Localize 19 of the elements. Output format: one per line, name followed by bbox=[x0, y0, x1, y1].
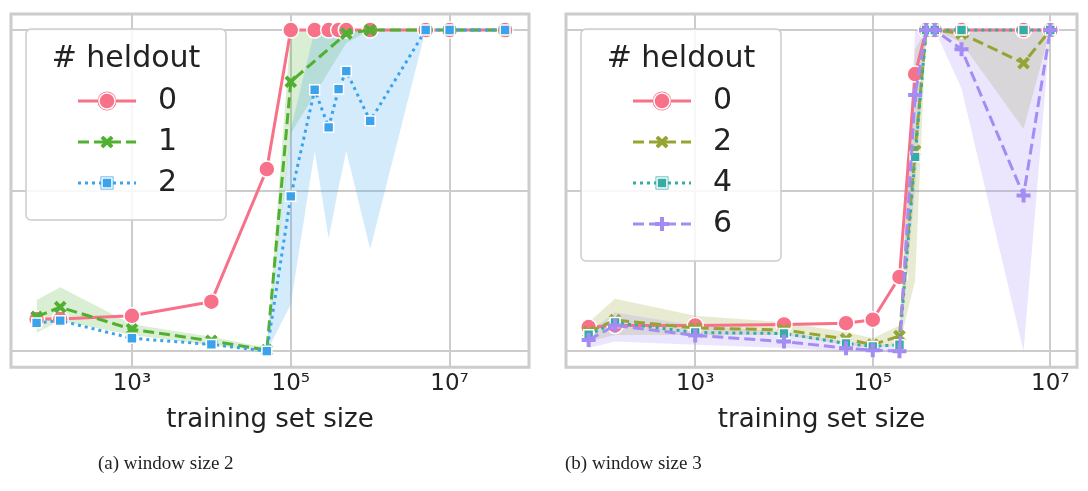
text: (b) window size 3 bbox=[565, 452, 702, 474]
legend-label: 1 bbox=[158, 121, 178, 157]
legend-label: 4 bbox=[713, 162, 733, 198]
x-axis-title: training set size bbox=[717, 403, 926, 434]
x-axis-title: training set size bbox=[166, 403, 374, 434]
legend-title: # heldout bbox=[606, 38, 756, 74]
x-tick-label: 10³ bbox=[112, 368, 152, 395]
text: (a) window size 2 bbox=[98, 452, 234, 474]
x-tick-label: 10⁵ bbox=[853, 368, 893, 395]
legend-label: 0 bbox=[713, 80, 733, 116]
legend-label: 2 bbox=[713, 121, 733, 157]
x-tick-label: 10⁷ bbox=[1031, 368, 1070, 395]
x-tick-label: 10⁵ bbox=[271, 368, 311, 395]
legend-title: # heldout bbox=[51, 38, 201, 74]
legend-label: 0 bbox=[158, 80, 178, 116]
legend-label: 2 bbox=[158, 162, 178, 198]
x-tick-label: 10³ bbox=[675, 368, 715, 395]
x-tick-label: 10⁷ bbox=[430, 368, 469, 395]
legend-label: 6 bbox=[713, 203, 733, 239]
